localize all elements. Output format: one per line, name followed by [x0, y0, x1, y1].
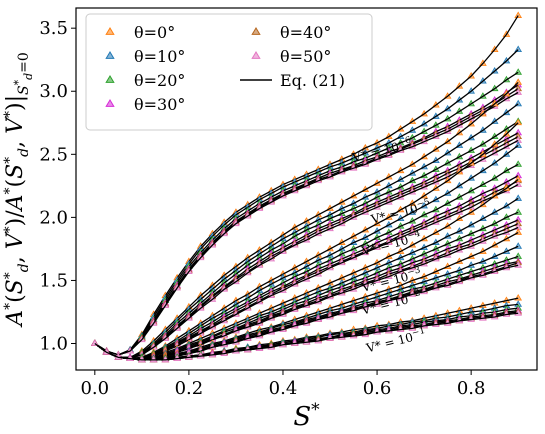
y-tick-label: 3.5 [39, 18, 68, 39]
series-layer [90, 11, 523, 363]
legend-item: θ=40° [251, 23, 331, 42]
data-point [149, 355, 158, 363]
series-group [90, 309, 523, 363]
x-tick-label: 0.0 [80, 378, 109, 399]
y-axis-label: A*(S*d, V*)/A*(S*d, V*)|S*d=0 [2, 52, 35, 328]
legend: θ=0° θ=10° θ=20° θ=30° θ=40° θ=50° Eq. (21) [85, 13, 373, 131]
legend-label: θ=10° [134, 47, 185, 66]
legend-item: θ=20° [105, 71, 185, 90]
y-tick-label: 1.5 [39, 270, 68, 291]
data-point [514, 11, 523, 18]
legend-box [85, 13, 373, 131]
legend-label: θ=30° [134, 95, 185, 114]
legend-marker [105, 51, 115, 59]
legend-marker [105, 27, 115, 35]
series-group [90, 88, 523, 358]
x-tick-label: 0.6 [363, 378, 392, 399]
legend-item: θ=30° [105, 95, 185, 114]
y-axis: 1.0 1.5 2.0 2.5 3.0 3.5 [39, 18, 76, 355]
plot-area: V* = 10−6V* = 10−5V* = 10−4V* = 10−3V* =… [75, 7, 538, 371]
legend-label: θ=40° [280, 23, 331, 42]
y-tick-label: 3.0 [39, 81, 68, 102]
legend-marker [105, 99, 115, 107]
legend-marker [105, 75, 115, 83]
legend-item: θ=0° [105, 23, 175, 42]
legend-label: θ=20° [134, 71, 185, 90]
legend-item: θ=50° [251, 47, 331, 66]
y-tick-label: 1.0 [39, 334, 68, 355]
legend-label: Eq. (21) [280, 71, 345, 90]
x-axis: 0.0 0.2 0.4 0.6 0.8 [80, 370, 485, 399]
legend-label: θ=50° [280, 47, 331, 66]
x-tick-label: 0.4 [269, 378, 298, 399]
legend-marker [251, 27, 261, 35]
y-tick-label: 2.5 [39, 144, 68, 165]
legend-marker [251, 51, 261, 59]
x-tick-label: 0.2 [175, 378, 204, 399]
legend-item: Eq. (21) [240, 71, 345, 90]
legend-item: θ=10° [105, 47, 185, 66]
legend-label: θ=0° [134, 23, 175, 42]
x-tick-label: 0.8 [457, 378, 486, 399]
fit-line [94, 312, 519, 361]
fit-line [94, 91, 519, 356]
y-tick-label: 2.0 [39, 207, 68, 228]
plot-frame [75, 7, 538, 371]
